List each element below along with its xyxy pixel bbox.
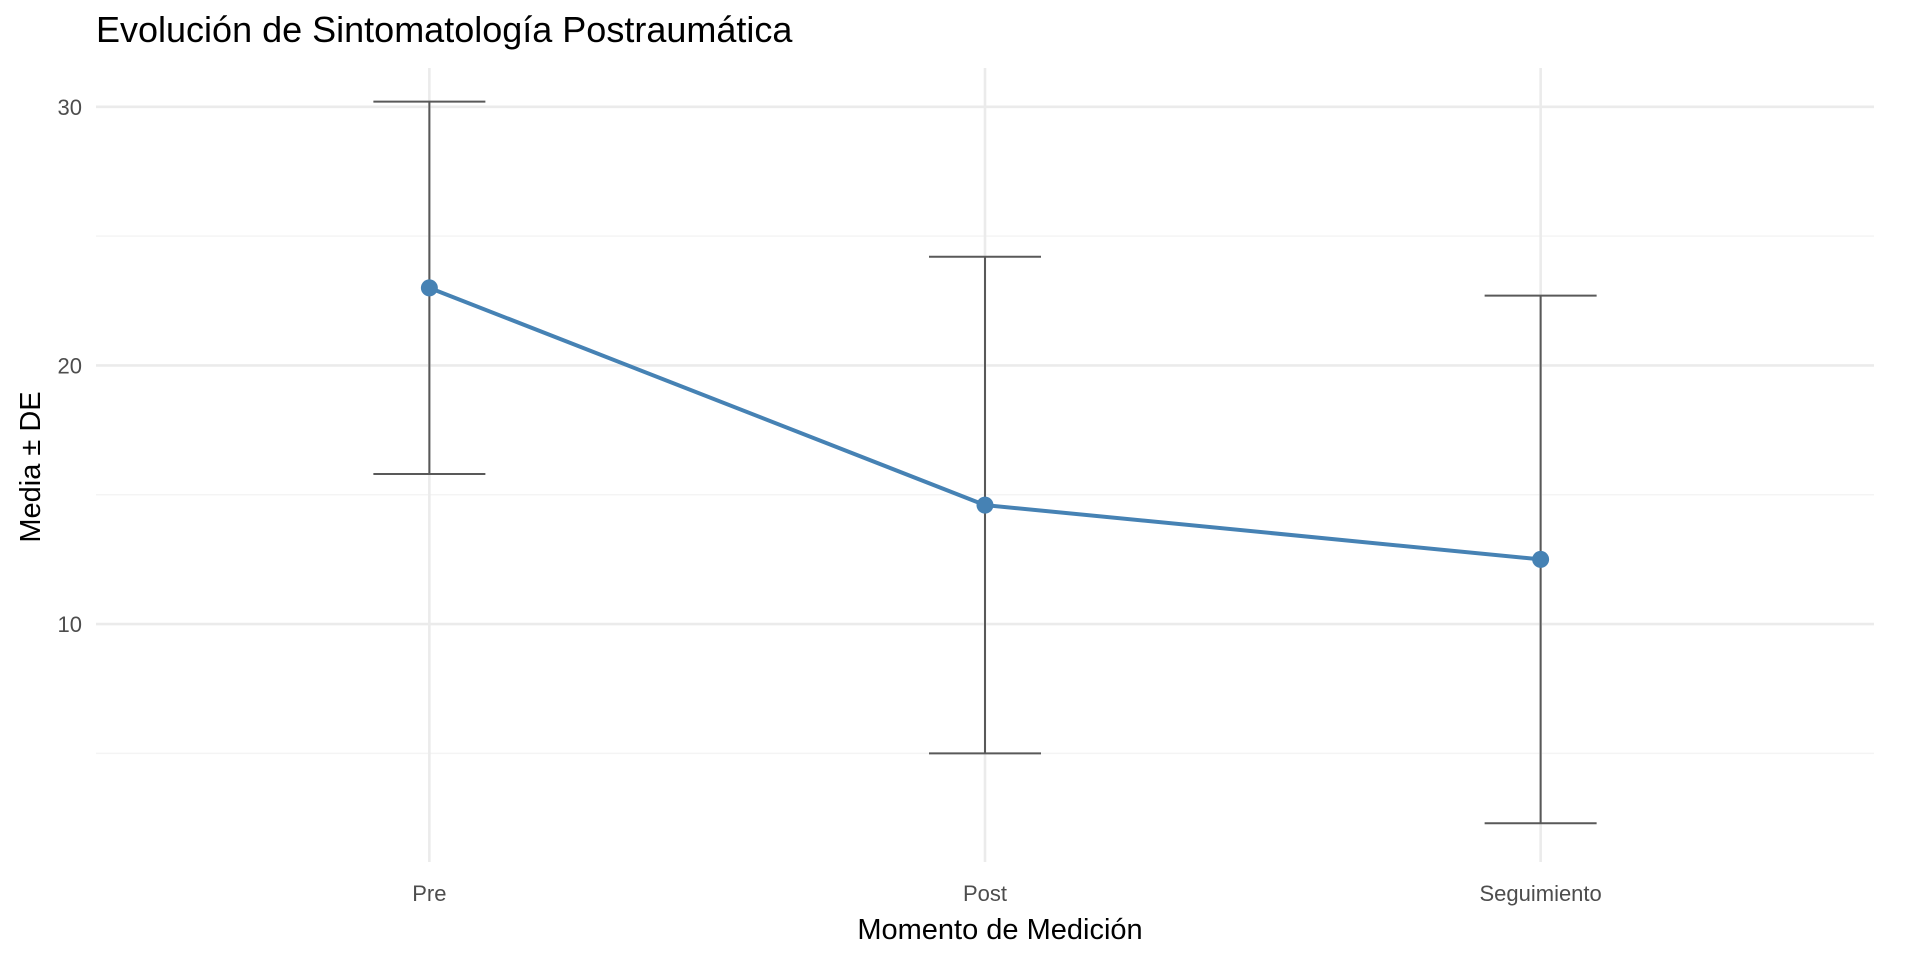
x-tick-label: Seguimiento <box>1479 881 1601 906</box>
data-points <box>420 279 1550 568</box>
chart-title: Evolución de Sintomatología Postraumátic… <box>96 9 793 50</box>
y-tick-label: 20 <box>58 353 82 378</box>
y-axis-title: Media ± DE <box>15 391 47 542</box>
y-tick-labels: 10 20 30 <box>58 95 82 637</box>
data-point <box>1532 550 1550 568</box>
data-point <box>420 279 438 297</box>
x-tick-label: Post <box>963 881 1007 906</box>
y-tick-label: 30 <box>58 95 82 120</box>
y-tick-label: 10 <box>58 612 82 637</box>
x-axis-title: Momento de Medición <box>857 914 1142 946</box>
data-point <box>976 496 994 514</box>
x-tick-labels: Pre Post Seguimiento <box>412 881 1602 906</box>
x-tick-label: Pre <box>412 881 446 906</box>
